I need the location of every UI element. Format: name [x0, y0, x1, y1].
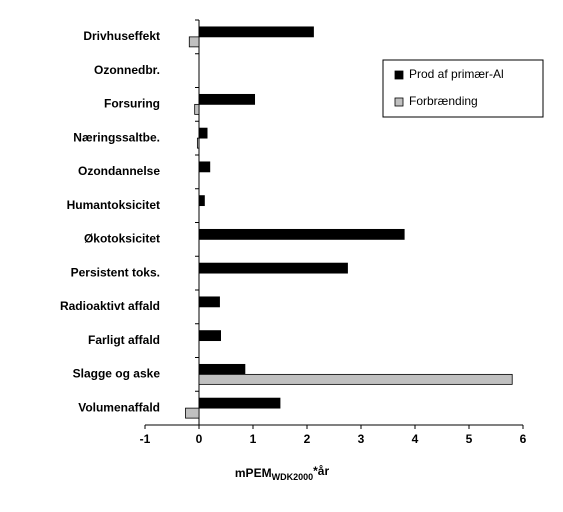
bar	[198, 330, 222, 342]
bar	[198, 228, 405, 240]
x-tick-label: 0	[196, 432, 203, 446]
y-tick-label: Drivhuseffekt	[83, 29, 160, 43]
bar	[198, 397, 281, 409]
bar	[198, 93, 256, 105]
x-tick-label: 6	[520, 432, 527, 446]
y-tick-label: Radioaktivt affald	[60, 299, 160, 313]
bar	[198, 161, 211, 173]
y-tick-label: Forsuring	[104, 97, 160, 111]
y-tick-label: Volumenaffald	[78, 400, 160, 414]
y-tick-label: Slagge og aske	[73, 367, 161, 381]
x-tick-label: 4	[412, 432, 419, 446]
bar	[185, 407, 200, 419]
y-tick-label: Ozonnedbr.	[94, 63, 160, 77]
x-axis-label-suffix: *år	[313, 464, 329, 478]
y-tick-label: Ozondannelse	[78, 164, 160, 178]
y-tick-label: Næringssaltbe.	[73, 130, 160, 144]
bar	[198, 373, 513, 385]
legend-label: Prod af primær-Al	[409, 67, 504, 81]
x-tick-label: -1	[140, 432, 151, 446]
x-tick-label: 5	[466, 432, 473, 446]
legend-swatch	[394, 97, 404, 107]
legend-label: Forbrænding	[409, 94, 478, 108]
bar	[194, 103, 200, 115]
bar	[188, 36, 200, 48]
bar	[196, 137, 200, 149]
bar	[198, 363, 246, 375]
y-tick-label: Økotoksicitet	[84, 232, 160, 246]
bar	[198, 262, 348, 274]
bar	[198, 127, 208, 139]
y-tick-label: Farligt affald	[88, 333, 160, 347]
x-axis-label: mPEMWDK2000*år	[235, 464, 330, 482]
y-tick-label: Humantoksicitet	[67, 198, 160, 212]
legend-swatch	[394, 70, 404, 80]
x-axis-label-main: mPEM	[235, 466, 272, 480]
legend-box	[382, 59, 544, 118]
x-tick-label: 2	[304, 432, 311, 446]
bar	[198, 195, 205, 207]
x-tick-label: 3	[358, 432, 365, 446]
y-tick-label: Persistent toks.	[71, 265, 160, 279]
bar	[198, 296, 220, 308]
x-tick-label: 1	[250, 432, 257, 446]
x-axis-label-sub: WDK2000	[272, 472, 314, 482]
bar	[198, 26, 314, 38]
